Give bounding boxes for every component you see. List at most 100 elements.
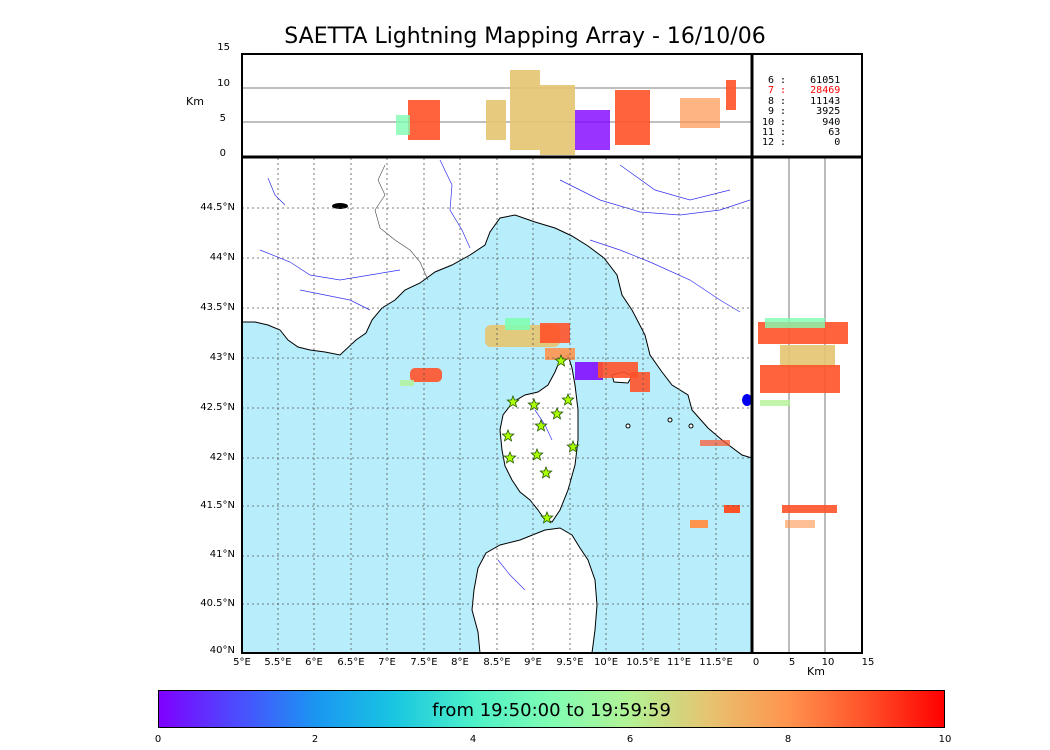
station-count-row: 8 : 11143 (762, 95, 841, 107)
mainland-land (242, 158, 752, 459)
corsica-island (499, 354, 579, 523)
right-xlabel: Km (807, 665, 825, 678)
lon-tick: 5.5°E (264, 657, 292, 668)
station-star-icon (561, 392, 575, 406)
lat-tick: 41°N (209, 549, 235, 560)
station-star-icon (503, 450, 517, 464)
lightning-cluster (540, 323, 570, 343)
lat-tick: 43°N (209, 352, 235, 363)
station-star-icon (539, 465, 553, 479)
station-star-icon (527, 397, 541, 411)
altitude-cluster (396, 115, 410, 135)
lat-tick: 41.5°N (200, 500, 235, 511)
station-star-icon (566, 439, 580, 453)
station-count-table: 6 : 61051 7 : 28469 8 : 11143 9 : 3925 10… (762, 75, 841, 149)
altitude-cluster (408, 100, 440, 140)
station-count-row: 11 : 63 (762, 127, 841, 139)
altitude-cluster (540, 85, 575, 155)
rivers (259, 159, 751, 591)
top-ytick: 5 (219, 113, 226, 124)
country-border (374, 164, 429, 281)
altitude-cluster (615, 90, 650, 145)
top-ytick: 0 (219, 148, 226, 159)
station-star-icon (506, 394, 520, 408)
lat-tick: 44°N (209, 252, 235, 263)
top-ytick: 15 (217, 42, 230, 53)
colorbar-tick: 0 (154, 734, 162, 745)
lon-tick: 10.5°E (626, 657, 660, 668)
altitude-cluster (486, 100, 506, 140)
lightning-cluster (598, 362, 638, 378)
station-count-row: 7 : 28469 (762, 85, 841, 97)
lightning-cluster (630, 372, 650, 392)
lightning-cluster (400, 380, 414, 386)
station-star-icon (550, 406, 564, 420)
altitude-latitude-panel (753, 158, 862, 653)
colorbar-tick: 6 (626, 734, 634, 745)
colorbar-label: from 19:50:00 to 19:59:59 (432, 700, 671, 721)
altitude-cluster (575, 110, 610, 150)
altitude-cluster (510, 70, 540, 150)
lon-tick: 9°E (524, 657, 542, 668)
right-xtick: 15 (861, 657, 875, 668)
colorbar-tick: 2 (311, 734, 319, 745)
colorbar-tick: 10 (938, 734, 952, 745)
station-star-icon (530, 447, 544, 461)
station-count-row: 6 : 61051 (762, 75, 841, 86)
lon-tick: 6.5°E (337, 657, 365, 668)
lon-tick: 5°E (233, 657, 251, 668)
altitude-cluster (780, 345, 835, 367)
lightning-cluster (545, 348, 575, 360)
lightning-cluster (724, 505, 740, 513)
lightning-cluster (505, 318, 530, 330)
lat-tick: 42.5°N (200, 402, 235, 413)
lat-tick: 44.5°N (200, 202, 235, 213)
altitude-cluster (726, 80, 736, 110)
altitude-longitude-panel (242, 54, 752, 157)
altitude-cluster (785, 520, 815, 528)
top-ytick: 10 (217, 78, 230, 89)
lon-tick: 7.5°E (410, 657, 438, 668)
station-star-icon (554, 353, 568, 367)
station-star-icon (534, 418, 548, 432)
station-star-icon (540, 510, 554, 524)
map-title: SAETTA Lightning Mapping Array - 16/10/0… (284, 24, 766, 49)
station-count-row: 10 : 940 (762, 116, 841, 128)
station-star-icon (501, 428, 515, 442)
altitude-cluster (782, 505, 837, 513)
lat-tick: 42°N (209, 452, 235, 463)
colorbar-tick: 4 (469, 734, 477, 745)
lightning-cluster (700, 440, 730, 446)
lon-tick: 9.5°E (556, 657, 584, 668)
lon-tick: 11°E (666, 657, 692, 668)
altitude-cluster (760, 365, 840, 393)
altitude-cluster (760, 400, 790, 406)
altitude-cluster (765, 318, 825, 328)
top-ylabel: Km (186, 95, 204, 108)
colorbar-tick: 8 (784, 734, 792, 745)
time-colorbar: from 19:50:00 to 19:59:59 (158, 690, 945, 728)
right-xtick: 10 (821, 657, 835, 668)
station-markers (501, 353, 580, 524)
lat-tick: 40°N (209, 645, 235, 656)
lon-tick: 10°E (593, 657, 619, 668)
lon-tick: 8.5°E (483, 657, 511, 668)
station-count-row: 9 : 3925 (762, 106, 841, 118)
lightning-clusters (400, 318, 740, 528)
sardinia-island (471, 527, 598, 653)
lon-tick: 8°E (451, 657, 469, 668)
lat-tick: 40.5°N (200, 598, 235, 609)
right-xtick: 0 (752, 657, 760, 668)
lightning-cluster (575, 362, 603, 380)
lon-tick: 11.5°E (699, 657, 733, 668)
lat-tick: 43.5°N (200, 302, 235, 313)
map-gridlines (242, 158, 752, 653)
right-xtick: 5 (788, 657, 796, 668)
lightning-cluster (410, 368, 442, 382)
station-count-row: 12 : 0 (762, 137, 841, 149)
map-panel (242, 158, 752, 653)
lon-tick: 6°E (305, 657, 323, 668)
lightning-cluster (690, 520, 708, 528)
lon-tick: 7°E (378, 657, 396, 668)
